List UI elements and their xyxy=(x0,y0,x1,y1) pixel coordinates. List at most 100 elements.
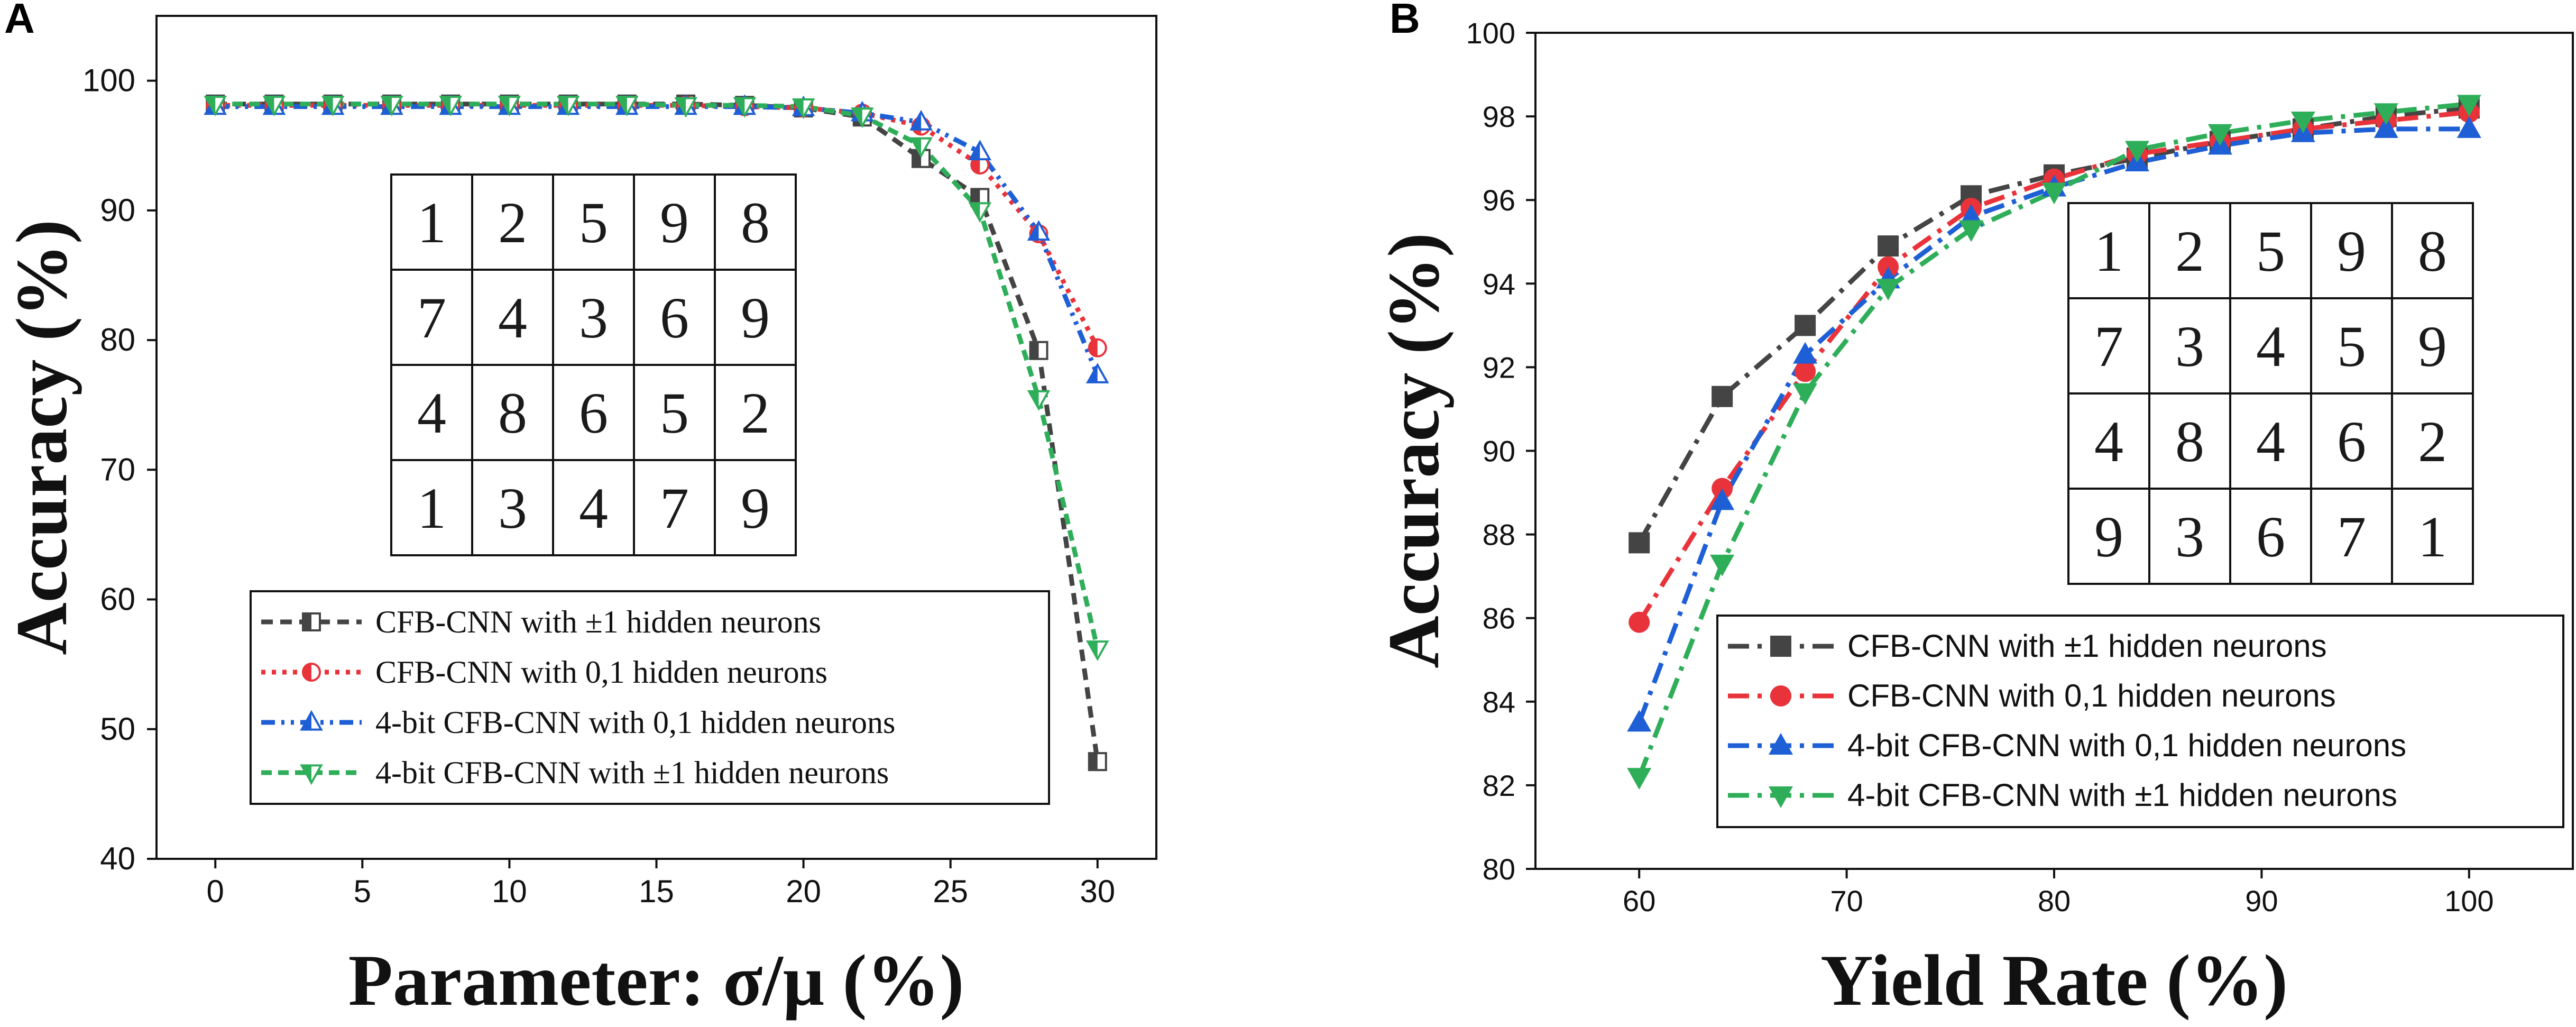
panel-b-inset-digit: 4 xyxy=(2094,409,2123,474)
panel-a-ylabel: Accuracy (%) xyxy=(1,219,82,655)
panel-b-ytick-label: 94 xyxy=(1483,267,1515,300)
panel-a-ytick-label: 80 xyxy=(100,322,135,357)
panel-a-ytick-label: 50 xyxy=(100,711,135,747)
panel-b-legend-label: CFB-CNN with ±1 hidden neurons xyxy=(1847,628,2327,664)
panel-b-series-4-point xyxy=(1959,220,1984,242)
panel-a-legend-label: 4-bit CFB-CNN with ±1 hidden neurons xyxy=(375,755,889,790)
panel-b-legend-swatch-marker xyxy=(1770,685,1791,707)
panel-a-series-4-point xyxy=(733,97,757,118)
panel-a-series-4-point xyxy=(498,96,521,117)
panel-a-legend-swatch-marker xyxy=(300,764,323,785)
panel-a-series-4-point xyxy=(321,96,345,117)
panel-a-ytick-label: 60 xyxy=(100,582,135,617)
panel-b-series-1-point xyxy=(1712,386,1733,407)
panel-b-ytick-label: 80 xyxy=(1483,852,1515,886)
panel-a-series-4-point xyxy=(262,96,286,117)
panel-a-xtick-label: 25 xyxy=(933,874,968,909)
panel-b-inset-digit: 9 xyxy=(2337,219,2366,283)
panel-a-inset-digit: 8 xyxy=(498,381,527,445)
panel-b-series-4-point xyxy=(2290,112,2315,134)
panel-a-inset-digit: 2 xyxy=(498,190,527,255)
panel-a-xtick-label: 5 xyxy=(354,874,371,909)
panel-b-series-1-point xyxy=(1795,315,1816,336)
panel-a-series-line-2 xyxy=(215,103,1100,349)
panel-b-series-4-point xyxy=(2042,182,2066,205)
panel-a-inset-digit: 9 xyxy=(741,286,770,350)
panel-b-ytick-label: 82 xyxy=(1483,769,1515,802)
panel-a-inset-digit: 9 xyxy=(660,190,689,255)
panel-a-series-4-point xyxy=(1027,390,1051,411)
panel-b-inset-digit: 2 xyxy=(2175,219,2204,283)
panel-a-series-4-point xyxy=(1085,640,1109,662)
panel-b-inset-digit: 8 xyxy=(2418,219,2447,283)
panel-a-series-1-point xyxy=(1029,341,1048,360)
panel-b-xtick-label: 60 xyxy=(1623,884,1655,918)
panel-a-legend-box xyxy=(250,590,1050,805)
panel-a-series-1-point xyxy=(1088,752,1107,772)
panel-a-series-4-point xyxy=(615,96,639,117)
panel-a-ytick-label: 100 xyxy=(82,63,135,98)
panel-b-inset-digit: 7 xyxy=(2094,314,2123,379)
panel-b-series-1-point xyxy=(1878,235,1899,257)
panel-b-series-4-point xyxy=(1710,554,1735,576)
panel-a-series-4-point xyxy=(968,202,992,223)
panel-b-inset-digit: 3 xyxy=(2175,505,2204,569)
panel-a-legend-entry: CFB-CNN with 0,1 hidden neurons xyxy=(261,655,827,690)
panel-a-series-3-point xyxy=(909,109,933,131)
panel-b-ytick-label: 100 xyxy=(1466,16,1515,50)
panel-a-inset-digit: 7 xyxy=(660,476,689,540)
panel-b-ytick-label: 90 xyxy=(1483,435,1515,468)
panel-a-legend-entry: CFB-CNN with ±1 hidden neurons xyxy=(261,604,821,639)
panel-b-legend-box xyxy=(1716,615,2564,828)
panel-a-ytick-label: 90 xyxy=(100,192,135,228)
panel-b-legend-swatch-marker xyxy=(1769,786,1793,808)
panel-a-series-4-point xyxy=(792,98,815,119)
panel-b-inset-digit: 4 xyxy=(2256,314,2285,379)
panel-b-xtick-label: 90 xyxy=(2245,884,2278,918)
panel-a-legend-swatch-marker xyxy=(302,612,321,631)
panel-a-xtick-label: 15 xyxy=(639,874,674,909)
panel-a-series-line-4 xyxy=(215,102,1100,649)
panel-b-series-4-point xyxy=(2207,124,2232,146)
panel-b-legend-entry: 4-bit CFB-CNN with 0,1 hidden neurons xyxy=(1728,728,2406,763)
panel-a-series-2-point xyxy=(1088,338,1107,357)
panel-b-xtick-label: 70 xyxy=(1830,884,1863,918)
panel-a-inset-digit: 3 xyxy=(579,286,608,350)
panel-b-ytick-label: 84 xyxy=(1483,685,1515,719)
panel-b-series-3-point xyxy=(1627,710,1652,732)
panel-b-xtick-label: 80 xyxy=(2038,884,2071,918)
panel-a-series-4-point xyxy=(439,96,462,117)
panel-b-inset-digit: 6 xyxy=(2337,409,2366,474)
panel-b-inset-digit: 1 xyxy=(2418,505,2447,569)
panel-b-legend-swatch-marker xyxy=(1770,636,1791,657)
panel-a-series-4-point xyxy=(909,137,933,158)
panel-b-xlabel: Yield Rate (%) xyxy=(1820,940,2288,1021)
panel-a-legend-label: 4-bit CFB-CNN with 0,1 hidden neurons xyxy=(375,705,895,740)
panel-a-series-3-point xyxy=(968,140,992,161)
panel-a-inset-digit: 6 xyxy=(579,381,608,445)
panel-b-inset-digit: 5 xyxy=(2337,314,2366,379)
panel-b-legend-swatch-marker xyxy=(1769,733,1793,755)
panel-b-legend-entry: 4-bit CFB-CNN with ±1 hidden neurons xyxy=(1728,777,2397,813)
panel-a-legend-entry: 4-bit CFB-CNN with 0,1 hidden neurons xyxy=(261,705,895,740)
panel-a-inset-digit: 2 xyxy=(741,381,770,445)
panel-b-ylabel: Accuracy (%) xyxy=(1373,233,1454,668)
panel-b-series-4-point xyxy=(2373,103,2398,125)
panel-a-ytick-label: 40 xyxy=(100,841,135,876)
panel-b-inset-digit: 1 xyxy=(2094,219,2123,283)
panel-a-legend-swatch-marker xyxy=(302,663,321,682)
panel-b-ytick-label: 88 xyxy=(1483,518,1515,552)
panel-b-ytick-label: 98 xyxy=(1483,100,1515,133)
panel-a-inset-digit: 1 xyxy=(417,476,446,540)
panel-a-series-4-point xyxy=(380,96,403,117)
panel-b-series-4-point xyxy=(1793,383,1818,405)
panel-b-series-1-point xyxy=(1629,532,1650,554)
panel-a-inset-digit: 4 xyxy=(498,286,527,350)
panel-b-legend-label: 4-bit CFB-CNN with 0,1 hidden neurons xyxy=(1847,728,2406,763)
panel-b-inset-digit: 5 xyxy=(2256,219,2285,283)
panel-b-series-3-point xyxy=(2457,116,2481,138)
panel-a-inset-digit: 6 xyxy=(660,286,689,350)
